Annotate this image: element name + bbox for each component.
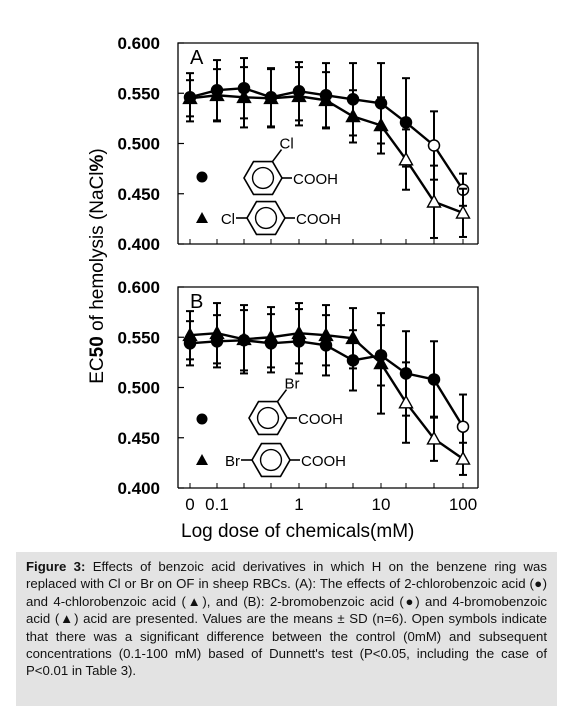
panel-a: 0.400 0.450 0.500 0.550 0.600 A COOH Cl Cl COOH: [117, 34, 479, 254]
bond: [276, 389, 288, 403]
figure: 0.400 0.450 0.500 0.550 0.600 A COOH Cl Cl COOH 0…: [87, 34, 479, 542]
data-point-circle: [427, 139, 441, 152]
y-tick-label: 0.600: [117, 278, 160, 297]
legend-substituent-label: Br: [285, 376, 300, 393]
data-point-triangle: [398, 394, 414, 409]
y-tick-label: 0.400: [117, 479, 160, 498]
y-tick-label: 0.600: [117, 34, 160, 53]
data-point-triangle: [318, 92, 334, 107]
bond: [271, 149, 283, 163]
data-point-triangle: [291, 325, 307, 340]
legend-structure-para: [251, 442, 291, 478]
data-point-triangle: [373, 117, 389, 132]
legend-structure-para: [246, 200, 286, 236]
benzene-inner-ring: [254, 206, 278, 230]
panel-label: A: [190, 47, 204, 69]
benzene-inner-ring: [256, 406, 280, 430]
data-point-triangle: [182, 90, 198, 105]
panel-b: 0.400 0.450 0.500 0.550 0.600 B COOH Br Br COOH: [117, 278, 479, 498]
data-point-triangle: [236, 331, 252, 346]
data-point-triangle: [263, 329, 279, 344]
benzene-inner-ring: [251, 166, 275, 190]
x-tick-label: 100: [449, 495, 477, 514]
y-axis-label-part: of hemolysis (NaCl: [87, 171, 108, 336]
y-tick-label: 0.450: [117, 185, 160, 204]
benzene-inner-ring: [259, 448, 283, 472]
data-point-triangle: [318, 327, 334, 342]
data-point-triangle: [398, 151, 414, 166]
legend-marker-circle: [196, 413, 208, 425]
x-tick-label: 10: [372, 495, 391, 514]
y-tick-label: 0.450: [117, 429, 160, 448]
y-tick-label: 0.550: [117, 84, 160, 103]
data-point-triangle: [345, 330, 361, 345]
legend-group-label: COOH: [301, 453, 346, 470]
x-axis-label: Log dose of chemicals(mM): [181, 521, 414, 542]
data-point-triangle: [182, 327, 198, 342]
y-axis-label-part: EC: [87, 357, 108, 383]
y-axis-label: EC50 of hemolysis (NaCl%): [87, 148, 108, 384]
caption-label: Figure 3:: [26, 559, 86, 574]
data-point-triangle: [455, 204, 471, 219]
legend-substituent-label: Br: [225, 453, 240, 470]
data-point-circle: [399, 116, 413, 129]
legend-substituent-label: Cl: [221, 211, 235, 228]
y-tick-label: 0.550: [117, 328, 160, 347]
legend-group-label: COOH: [296, 211, 341, 228]
y-axis-label-part: ): [87, 148, 108, 154]
data-point-circle: [456, 420, 470, 433]
data-point-triangle: [345, 108, 361, 123]
legend-structure-ortho: [248, 400, 288, 436]
data-point-triangle: [209, 325, 225, 340]
figure-caption: Figure 3: Effects of benzoic acid deriva…: [16, 552, 557, 706]
y-axis-label-part: %: [87, 154, 108, 171]
legend-structure-ortho: [243, 160, 283, 196]
shared-axis: 0 0.1 1 10 100 Log dose of chemicals(mM) EC50 …: [87, 148, 477, 542]
panel-label: B: [190, 291, 203, 313]
y-tick-label: 0.400: [117, 235, 160, 254]
data-point-triangle: [455, 450, 471, 465]
caption-text: Effects of benzoic acid derivatives in w…: [26, 559, 547, 679]
legend-marker-triangle: [196, 454, 208, 465]
data-point-triangle: [209, 87, 225, 102]
y-tick-label: 0.500: [117, 135, 160, 154]
legend-group-label: COOH: [293, 171, 338, 188]
y-tick-label: 0.500: [117, 379, 160, 398]
legend-group-label: COOH: [298, 411, 343, 428]
data-point-triangle: [373, 355, 389, 370]
data-point-triangle: [263, 90, 279, 105]
data-point-triangle: [426, 430, 442, 445]
x-tick-label: 1: [294, 495, 303, 514]
chart-svg: 0.400 0.450 0.500 0.550 0.600 A COOH Cl Cl COOH 0…: [87, 34, 479, 542]
data-point-triangle: [236, 89, 252, 104]
legend-marker-circle: [196, 171, 208, 183]
data-point-triangle: [291, 88, 307, 103]
y-axis-label-part: 50: [87, 336, 108, 357]
legend-substituent-label: Cl: [280, 136, 294, 153]
legend-marker-triangle: [196, 212, 208, 223]
x-tick-label: 0: [185, 495, 194, 514]
x-tick-label: 0.1: [205, 495, 229, 514]
data-point-triangle: [426, 193, 442, 208]
data-point-circle: [427, 373, 441, 386]
